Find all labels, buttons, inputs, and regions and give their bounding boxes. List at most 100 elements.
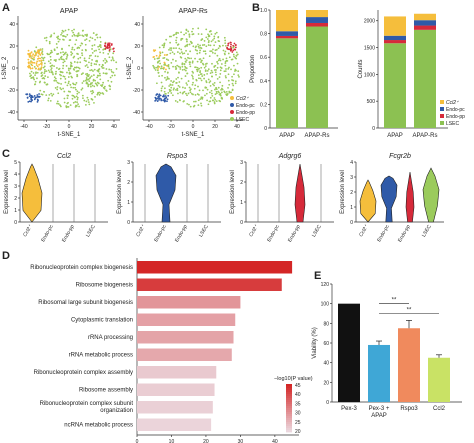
violin-y-tick-label: 3 bbox=[240, 160, 243, 166]
tsne-point-ccl2 bbox=[31, 67, 34, 70]
tsne-point-lsec bbox=[75, 39, 78, 41]
tsne-point-ccl2 bbox=[39, 62, 42, 65]
go-category-label: Cytoplasmic translation bbox=[71, 318, 133, 324]
tsne-point-ccl2 bbox=[39, 49, 42, 51]
tsne-point-lsec bbox=[62, 61, 65, 64]
tsne-point-lsec bbox=[163, 63, 166, 66]
significance-stars: ** bbox=[392, 298, 397, 304]
tsne-point-lsec bbox=[161, 44, 164, 47]
tsne-point-lsec bbox=[212, 39, 214, 41]
tsne-point-lsec bbox=[43, 68, 46, 71]
tsne-point-lsec bbox=[170, 61, 173, 64]
tsne-point-lsec bbox=[81, 82, 84, 84]
tsne-point-lsec bbox=[181, 92, 184, 95]
tsne-point-lsec bbox=[193, 104, 196, 107]
tsne-point-lsec bbox=[203, 40, 206, 42]
tsne-point-lsec bbox=[226, 93, 229, 96]
tsne-point-lsec bbox=[214, 88, 216, 91]
tsne-y-tick-label: 20 bbox=[134, 44, 140, 50]
tsne-point-lsec bbox=[65, 65, 68, 67]
tsne-point-lsec bbox=[187, 53, 189, 56]
tsne-point-lsec bbox=[85, 100, 88, 103]
tsne-point-lsec bbox=[74, 83, 77, 86]
go-category-label: Ribonucleoprotein complex subunit bbox=[40, 401, 134, 407]
tsne-point-endo-pc bbox=[154, 99, 157, 102]
tsne-point-lsec bbox=[49, 58, 52, 61]
tsne-point-lsec bbox=[67, 82, 70, 85]
tsne-point-lsec bbox=[194, 46, 197, 49]
tsne-point-lsec bbox=[71, 52, 74, 55]
viability-y-tick-label: 120 bbox=[321, 282, 330, 288]
stacked-y-tick-label: 500 bbox=[367, 99, 376, 105]
tsne-point-endo-pp bbox=[230, 47, 232, 50]
tsne-point-lsec bbox=[214, 64, 217, 67]
tsne-point-lsec bbox=[69, 39, 72, 41]
tsne-point-lsec bbox=[222, 44, 224, 47]
violin-y-tick-label: 3 bbox=[127, 160, 130, 166]
tsne-point-lsec bbox=[97, 69, 100, 72]
tsne-point-ccl2 bbox=[158, 56, 161, 58]
tsne-point-endo-pc bbox=[37, 99, 39, 102]
tsne-point-lsec bbox=[206, 88, 209, 91]
tsne-point-lsec bbox=[199, 71, 201, 74]
tsne-point-lsec bbox=[73, 68, 76, 71]
tsne-point-lsec bbox=[186, 72, 189, 75]
go-colorbar-step bbox=[286, 408, 292, 411]
tsne-point-lsec bbox=[73, 61, 76, 63]
tsne-point-lsec bbox=[54, 77, 57, 80]
tsne-point-endo-pp bbox=[229, 41, 232, 44]
tsne-point-lsec bbox=[185, 61, 187, 63]
go-colorbar-step bbox=[286, 422, 292, 425]
tsne-point-lsec bbox=[62, 53, 65, 56]
tsne-point-lsec bbox=[227, 86, 229, 89]
tsne-point-lsec bbox=[233, 73, 235, 76]
tsne-point-lsec bbox=[204, 65, 207, 68]
tsne-point-lsec bbox=[63, 35, 66, 38]
tsne-point-lsec bbox=[56, 81, 59, 84]
tsne-point-lsec bbox=[191, 75, 194, 78]
tsne-point-lsec bbox=[199, 73, 202, 76]
tsne-point-lsec bbox=[188, 86, 191, 89]
tsne-point-lsec bbox=[94, 55, 97, 57]
tsne-point-lsec bbox=[167, 59, 170, 62]
tsne-point-lsec bbox=[78, 34, 81, 37]
stacked-y-tick-label: 2000 bbox=[364, 19, 375, 25]
tsne-point-lsec bbox=[87, 78, 90, 81]
tsne-point-lsec bbox=[88, 40, 91, 42]
tsne-point-lsec bbox=[60, 71, 62, 74]
tsne-point-lsec bbox=[213, 84, 215, 87]
tsne-point-lsec bbox=[209, 80, 212, 83]
tsne-point-lsec bbox=[51, 51, 53, 54]
tsne-point-lsec bbox=[71, 29, 73, 32]
tsne-point-lsec bbox=[169, 83, 172, 86]
tsne-point-ccl2 bbox=[33, 54, 36, 57]
tsne-point-lsec bbox=[67, 69, 70, 72]
tsne-x-tick-label: 40 bbox=[111, 124, 117, 130]
violin-x-tick-label: Ccl2⁺ bbox=[135, 224, 147, 238]
tsne-point-lsec bbox=[197, 68, 199, 71]
tsne-point-lsec bbox=[185, 59, 188, 62]
tsne-point-lsec bbox=[210, 40, 213, 43]
violin-y-label: Expression level bbox=[4, 170, 10, 214]
tsne-point-ccl2 bbox=[158, 65, 161, 68]
tsne-point-lsec bbox=[197, 74, 200, 77]
tsne-point-lsec bbox=[84, 65, 87, 67]
tsne-point-lsec bbox=[228, 91, 231, 94]
tsne-point-lsec bbox=[79, 56, 82, 59]
tsne-point-lsec bbox=[215, 31, 218, 34]
tsne-point-lsec bbox=[54, 73, 57, 75]
tsne-point-lsec bbox=[231, 88, 234, 91]
tsne-point-lsec bbox=[184, 69, 187, 72]
tsne-point-lsec bbox=[196, 66, 199, 69]
tsne-point-lsec bbox=[234, 82, 237, 85]
tsne-point-endo-pc bbox=[31, 96, 34, 99]
tsne-point-lsec bbox=[88, 57, 91, 60]
tsne-point-ccl2 bbox=[165, 68, 167, 71]
tsne-point-lsec bbox=[54, 87, 57, 89]
tsne-point-lsec bbox=[222, 58, 224, 61]
tsne-point-lsec bbox=[66, 33, 69, 36]
tsne-point-lsec bbox=[213, 102, 216, 105]
tsne-point-lsec bbox=[153, 67, 156, 70]
tsne-point-endo-pc bbox=[28, 100, 31, 103]
tsne-point-lsec bbox=[73, 66, 76, 69]
